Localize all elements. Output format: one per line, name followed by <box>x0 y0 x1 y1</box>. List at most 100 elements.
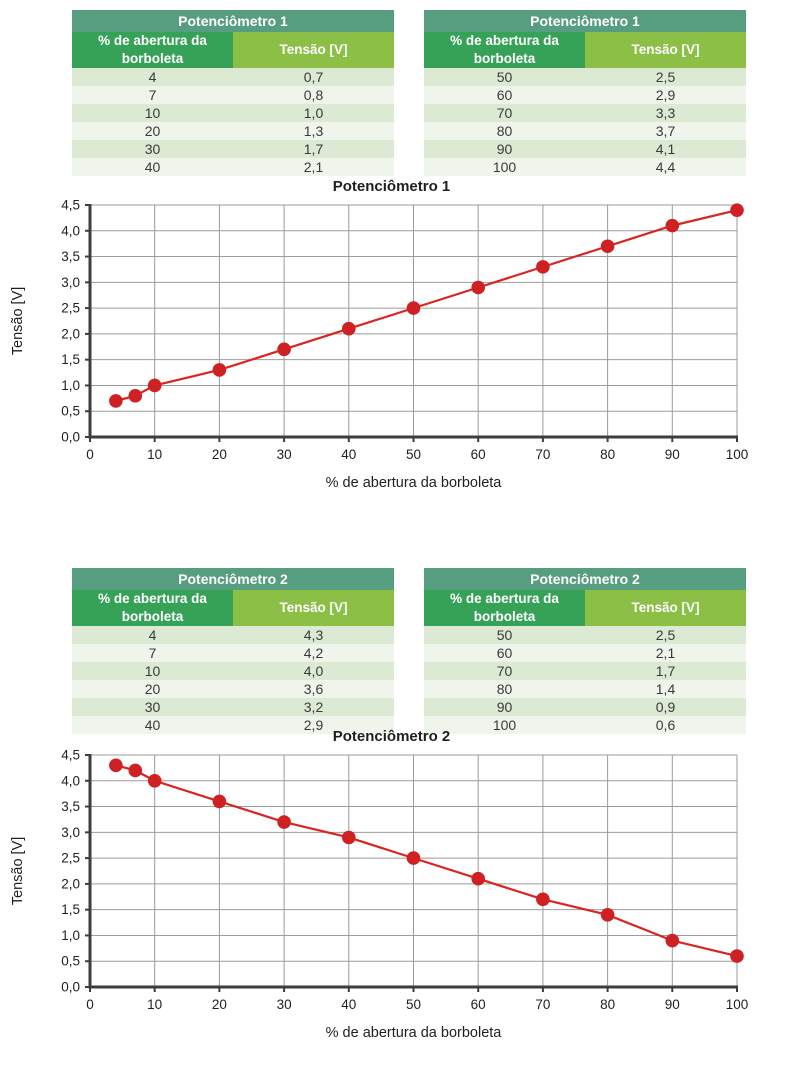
x-tick-label: 60 <box>471 447 486 462</box>
cell-opening-percent: 90 <box>424 140 585 158</box>
series-line <box>115 764 738 958</box>
x-tick-label: 80 <box>600 997 615 1012</box>
y-tick-label: 3,0 <box>61 275 80 290</box>
x-tick-label: 0 <box>86 447 94 462</box>
x-tick-label: 50 <box>406 997 421 1012</box>
cell-voltage: 0,6 <box>585 716 746 734</box>
cell-voltage: 2,9 <box>585 86 746 104</box>
cell-voltage: 2,1 <box>585 644 746 662</box>
y-tick-label: 1,0 <box>61 378 80 393</box>
x-tick-label: 70 <box>535 447 550 462</box>
table-row: 50 2,5 <box>424 68 746 86</box>
data-point-marker <box>536 260 550 274</box>
y-tick-label: 0,0 <box>61 980 80 995</box>
table-row: 30 3,2 <box>72 698 394 716</box>
table-row: 40 2,9 <box>72 716 394 734</box>
cell-voltage: 4,1 <box>585 140 746 158</box>
cell-opening-percent: 70 <box>424 104 585 122</box>
data-point-marker <box>406 851 421 865</box>
cell-opening-percent: 90 <box>424 698 585 716</box>
table-row: 100 4,4 <box>424 158 746 176</box>
cell-opening-percent: 50 <box>424 626 585 644</box>
cell-opening-percent: 50 <box>424 68 585 86</box>
cell-voltage: 1,3 <box>233 122 394 140</box>
data-point-marker <box>109 394 123 408</box>
table-potentiometer2-high-range: Potenciômetro 2% de abertura da borbolet… <box>424 568 746 734</box>
x-tick-label: 80 <box>600 447 615 462</box>
data-point-marker <box>536 892 550 907</box>
cell-opening-percent: 30 <box>72 698 233 716</box>
cell-voltage: 1,4 <box>585 680 746 698</box>
chart-title: Potenciômetro 2 <box>333 728 451 745</box>
cell-opening-percent: 10 <box>72 104 233 122</box>
table-title: Potenciômetro 1 <box>72 10 394 32</box>
col-header-voltage: Tensão [V] <box>233 32 394 68</box>
x-axis-title: % de abertura da borboleta <box>326 475 503 491</box>
y-axis-title: Tensão [V] <box>10 287 26 356</box>
col-header-opening: % de abertura da borboleta <box>424 590 585 626</box>
y-tick-label: 2,0 <box>61 876 80 891</box>
data-point-marker <box>109 758 123 773</box>
table-row: 30 1,7 <box>72 140 394 158</box>
col-header-opening: % de abertura da borboleta <box>424 32 585 68</box>
data-point-marker <box>730 203 744 217</box>
cell-voltage: 4,4 <box>585 158 746 176</box>
data-point-marker <box>277 815 291 829</box>
table-row: 7 4,2 <box>72 644 394 662</box>
x-tick-label: 40 <box>341 997 356 1012</box>
table-row: 60 2,9 <box>424 86 746 104</box>
data-point-marker <box>212 363 227 377</box>
cell-voltage: 1,7 <box>585 662 746 680</box>
cell-opening-percent: 80 <box>424 680 585 698</box>
x-tick-label: 60 <box>471 997 486 1012</box>
x-tick-label: 10 <box>147 447 162 462</box>
cell-opening-percent: 7 <box>72 644 233 662</box>
table-row: 10 1,0 <box>72 104 394 122</box>
table-header-row: % de abertura da borboleta Tensão [V] <box>72 32 394 68</box>
cell-opening-percent: 60 <box>424 86 585 104</box>
cell-voltage: 2,9 <box>233 716 394 734</box>
table-title-row: Potenciômetro 1 <box>72 10 394 32</box>
x-tick-label: 0 <box>86 997 94 1012</box>
x-tick-label: 20 <box>212 997 227 1012</box>
x-tick-label: 10 <box>147 997 162 1012</box>
data-point-marker <box>665 218 680 233</box>
y-tick-label: 0,5 <box>61 954 80 969</box>
table-row: 90 4,1 <box>424 140 746 158</box>
y-tick-label: 4,0 <box>61 223 80 238</box>
cell-voltage: 2,1 <box>233 158 394 176</box>
table-potentiometer2-low-range: Potenciômetro 2% de abertura da borbolet… <box>72 568 394 734</box>
cell-opening-percent: 100 <box>424 158 585 176</box>
table-title-row: Potenciômetro 1 <box>424 10 746 32</box>
series-line <box>115 209 738 402</box>
table-title: Potenciômetro 2 <box>424 568 746 590</box>
col-header-voltage: Tensão [V] <box>585 32 746 68</box>
table-row: 20 3,6 <box>72 680 394 698</box>
table-header-row: % de abertura da borboleta Tensão [V] <box>424 32 746 68</box>
table-row: 10 4,0 <box>72 662 394 680</box>
cell-opening-percent: 4 <box>72 626 233 644</box>
data-point-marker <box>147 773 162 788</box>
chart-potentiometer1: 0 10 20 30 40 50 60 70 80 90 100 0,0 0,5 1,0 1,5 2,0 2,5… <box>0 172 785 517</box>
cell-voltage: 3,7 <box>585 122 746 140</box>
cell-voltage: 3,3 <box>585 104 746 122</box>
data-point-marker <box>128 388 143 403</box>
x-tick-label: 90 <box>665 447 680 462</box>
cell-opening-percent: 100 <box>424 716 585 734</box>
data-point-marker <box>471 871 486 886</box>
y-tick-label: 1,0 <box>61 928 80 943</box>
data-point-marker <box>600 239 615 254</box>
x-tick-label: 70 <box>535 997 550 1012</box>
data-point-marker <box>406 301 421 315</box>
y-axis-title: Tensão [V] <box>10 837 26 906</box>
cell-voltage: 2,5 <box>585 626 746 644</box>
y-tick-label: 3,5 <box>61 799 80 814</box>
cell-opening-percent: 60 <box>424 644 585 662</box>
x-tick-label: 30 <box>277 447 292 462</box>
col-header-opening: % de abertura da borboleta <box>72 590 233 626</box>
x-tick-label: 100 <box>726 447 749 462</box>
cell-voltage: 1,0 <box>233 104 394 122</box>
y-tick-label: 1,5 <box>61 352 80 367</box>
cell-voltage: 4,3 <box>233 626 394 644</box>
